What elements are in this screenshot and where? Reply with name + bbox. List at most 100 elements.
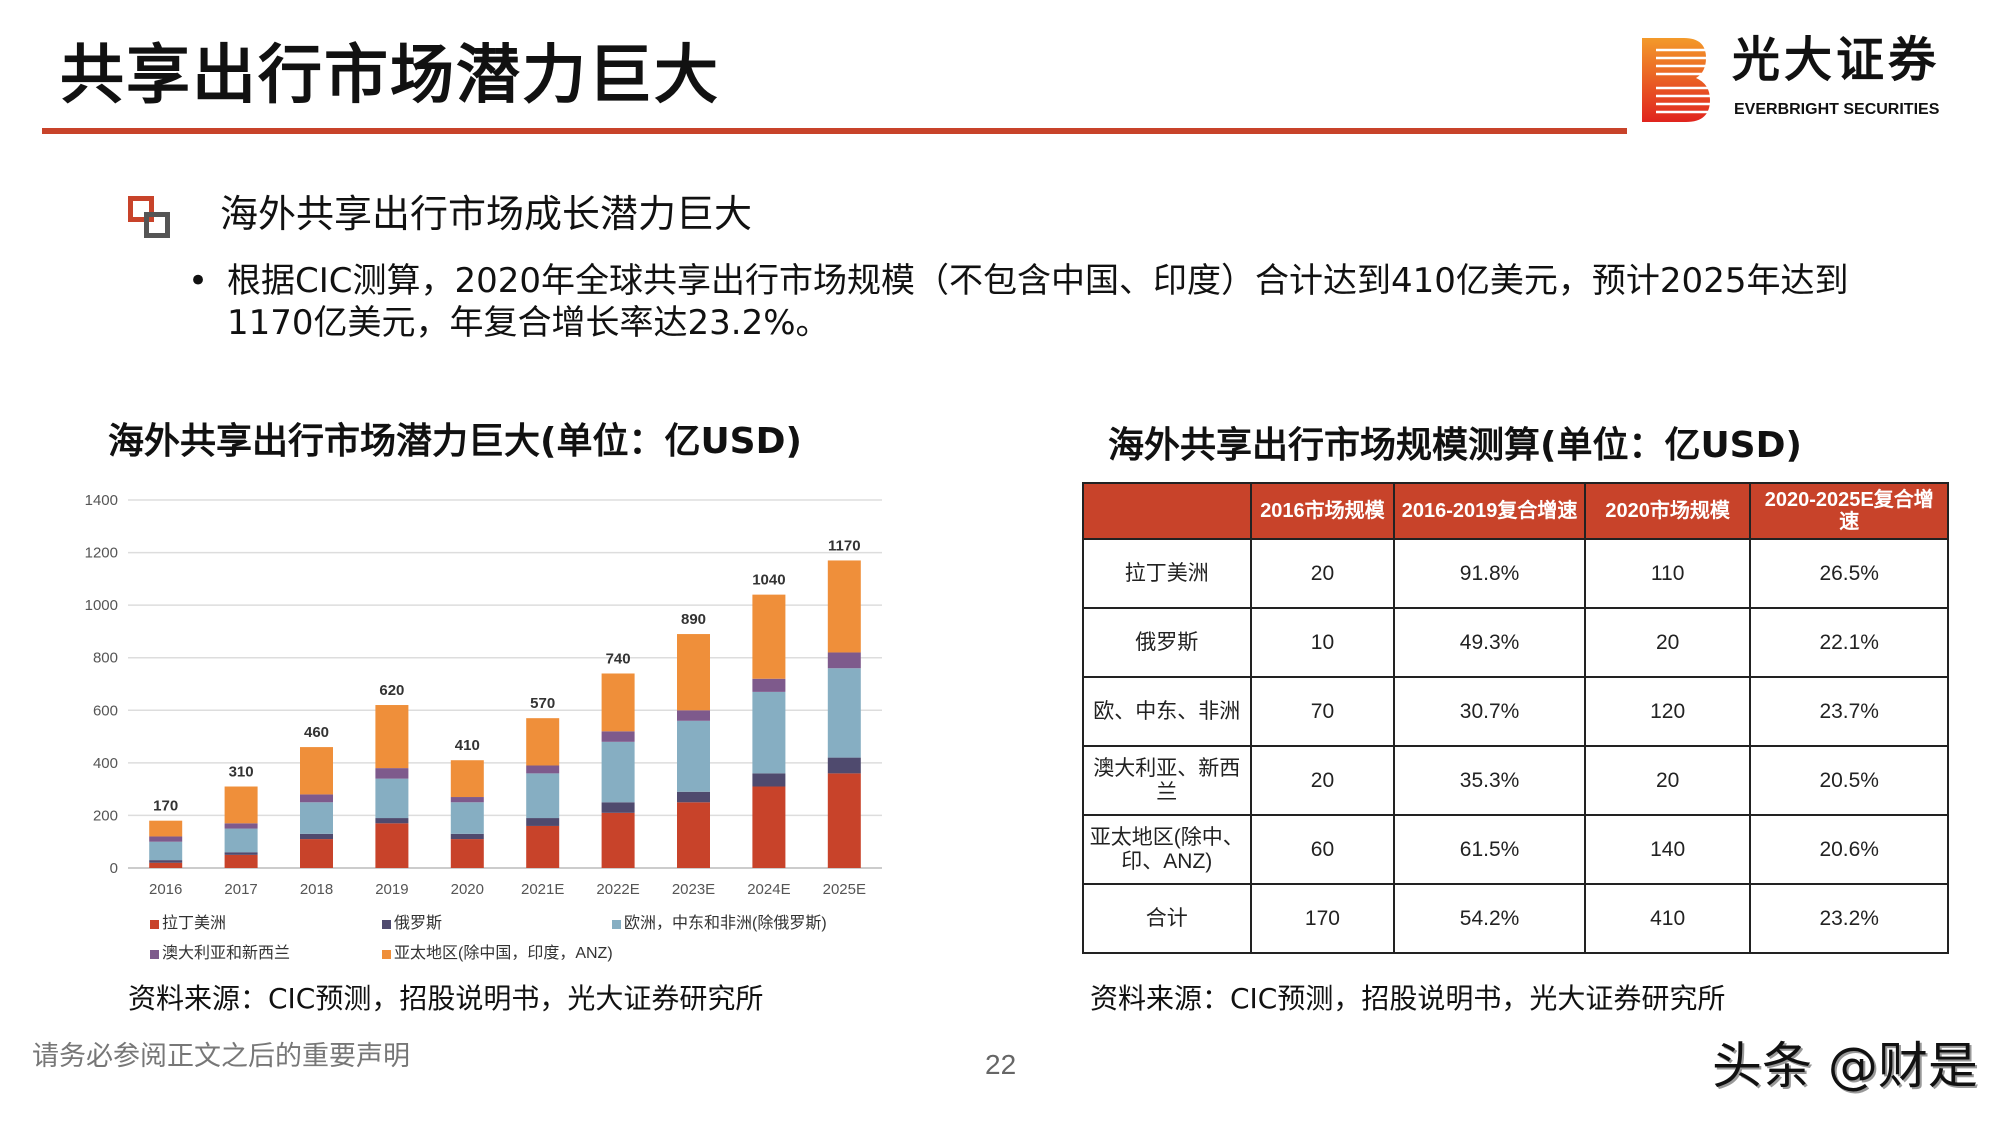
- watermark: 头条 @财是: [1712, 1037, 1978, 1095]
- market-size-table: 2016市场规模 2016-2019复合增速 2020市场规模 2020-2025E复…: [1082, 482, 1949, 954]
- bar-segment: [827, 652, 861, 669]
- bar-segment: [450, 839, 484, 868]
- total-data-label: 890: [681, 611, 706, 628]
- bar-segment: [224, 828, 258, 853]
- bar-segment: [300, 839, 333, 868]
- chart-title: 海外共享出行市场潜力巨大(单位：亿USD): [108, 421, 802, 462]
- bar-segment: [827, 560, 861, 653]
- bullet-dot-icon: •: [188, 261, 209, 301]
- bar-segment: [224, 823, 258, 829]
- value-cell: 70: [1249, 676, 1396, 747]
- bar-segment: [526, 825, 560, 868]
- disclaimer-note: 请务必参阅正文之后的重要声明: [32, 1041, 410, 1072]
- value-cell: 170: [1249, 883, 1396, 954]
- bar-segment: [224, 852, 258, 855]
- page-number: 22: [985, 1049, 1017, 1080]
- legend-label: 俄罗斯: [394, 915, 443, 932]
- legend-item: 俄罗斯: [382, 914, 442, 934]
- bullet-text: 根据CIC测算，2020年全球共享出行市场规模（不包含中国、印度）合计达到410…: [227, 261, 1849, 343]
- page-title: 共享出行市场潜力巨大: [60, 39, 720, 113]
- section-squares-icon: [128, 196, 174, 242]
- bar-segment: [450, 802, 484, 834]
- bar-segment: [450, 797, 484, 803]
- table-row: 合计 170 54.2% 410 23.2%: [1082, 883, 1949, 954]
- table-row: 欧、中东、非洲 70 30.7% 120 23.7%: [1082, 676, 1949, 747]
- logo-cn-text: 光大证券: [1732, 32, 1941, 88]
- bar-segment: [149, 820, 183, 837]
- bar-segment: [752, 678, 786, 692]
- bar-segment: [601, 741, 635, 803]
- value-cell: 23.2%: [1749, 883, 1949, 954]
- legend-swatch: [612, 919, 621, 929]
- bar-segment: [149, 860, 183, 863]
- table-row: 拉丁美洲 20 91.8% 110 26.5%: [1082, 538, 1949, 609]
- x-tick-label: 2023E: [672, 881, 715, 898]
- section-heading: 海外共享出行市场成长潜力巨大: [220, 192, 753, 236]
- total-data-label: 170: [153, 798, 178, 815]
- bar-segment: [375, 768, 409, 779]
- bar-segment: [300, 747, 333, 795]
- table-source: 资料来源：CIC预测，招股说明书，光大证券研究所: [1090, 982, 1726, 1015]
- bar-segment: [149, 862, 183, 868]
- region-cell: 拉丁美洲: [1082, 538, 1252, 609]
- region-cell: 澳大利亚、新西兰: [1082, 745, 1252, 816]
- table-row: 俄罗斯 10 49.3% 20 22.1%: [1082, 607, 1949, 678]
- value-cell: 20.5%: [1749, 745, 1949, 816]
- bar-segment: [827, 757, 861, 774]
- y-tick-label: 1200: [85, 545, 118, 562]
- y-tick-label: 800: [93, 650, 118, 667]
- bar-segment: [677, 802, 710, 868]
- everbright-logo: 光大证券 EVERBRIGHT SECURITIES: [1640, 34, 1990, 130]
- x-tick-label: 2022E: [596, 881, 639, 898]
- chart-source: 资料来源：CIC预测，招股说明书，光大证券研究所: [128, 982, 764, 1015]
- bar-segment: [300, 802, 333, 834]
- value-cell: 91.8%: [1393, 538, 1586, 609]
- value-cell: 120: [1583, 676, 1752, 747]
- total-data-label: 570: [530, 695, 555, 712]
- bar-segment: [450, 760, 484, 798]
- bar-segment: [300, 794, 333, 803]
- legend-swatch: [150, 949, 159, 959]
- bar-segment: [224, 854, 258, 868]
- x-tick-label: 2017: [224, 881, 257, 898]
- region-cell: 俄罗斯: [1082, 607, 1252, 678]
- table-header-cell: 2020-2025E复合增速: [1749, 482, 1949, 540]
- logo-en-text: EVERBRIGHT SECURITIES: [1734, 101, 1940, 118]
- bar-segment: [677, 710, 710, 721]
- bar-segment: [601, 731, 635, 742]
- value-cell: 20: [1249, 745, 1396, 816]
- y-tick-label: 1000: [85, 597, 118, 614]
- table-header-cell: 2016市场规模: [1249, 482, 1396, 540]
- legend-label: 澳大利亚和新西兰: [162, 945, 291, 962]
- region-cell: 合计: [1082, 883, 1252, 954]
- legend-label: 欧洲，中东和非洲(除俄罗斯): [624, 915, 827, 932]
- bar-segment: [752, 594, 786, 679]
- value-cell: 110: [1583, 538, 1752, 609]
- x-tick-label: 2021E: [521, 881, 564, 898]
- value-cell: 35.3%: [1393, 745, 1586, 816]
- table-row: 亚太地区(除中、印、ANZ) 60 61.5% 140 20.6%: [1082, 814, 1949, 885]
- bar-segment: [375, 778, 409, 819]
- bar-segment: [375, 818, 409, 824]
- total-data-label: 620: [379, 682, 404, 699]
- bar-segment: [300, 833, 333, 840]
- bar-segment: [752, 691, 786, 774]
- value-cell: 30.7%: [1393, 676, 1586, 747]
- value-cell: 20: [1583, 745, 1752, 816]
- value-cell: 23.7%: [1749, 676, 1949, 747]
- total-data-label: 460: [304, 724, 329, 741]
- bar-segment: [827, 668, 861, 758]
- table-header-row: 2016市场规模 2016-2019复合增速 2020市场规模 2020-2025E复…: [1082, 482, 1949, 540]
- bar-segment: [677, 791, 710, 803]
- y-tick-label: 400: [93, 755, 118, 772]
- total-data-label: 310: [229, 764, 254, 781]
- bar-segment: [526, 718, 560, 766]
- x-tick-label: 2018: [300, 881, 333, 898]
- bar-segment: [752, 786, 786, 868]
- total-data-label: 410: [455, 737, 480, 754]
- total-data-label: 740: [606, 650, 631, 667]
- bar-segment: [601, 802, 635, 813]
- y-tick-label: 1400: [85, 492, 118, 509]
- legend-swatch: [382, 919, 391, 929]
- bar-segment: [526, 765, 560, 774]
